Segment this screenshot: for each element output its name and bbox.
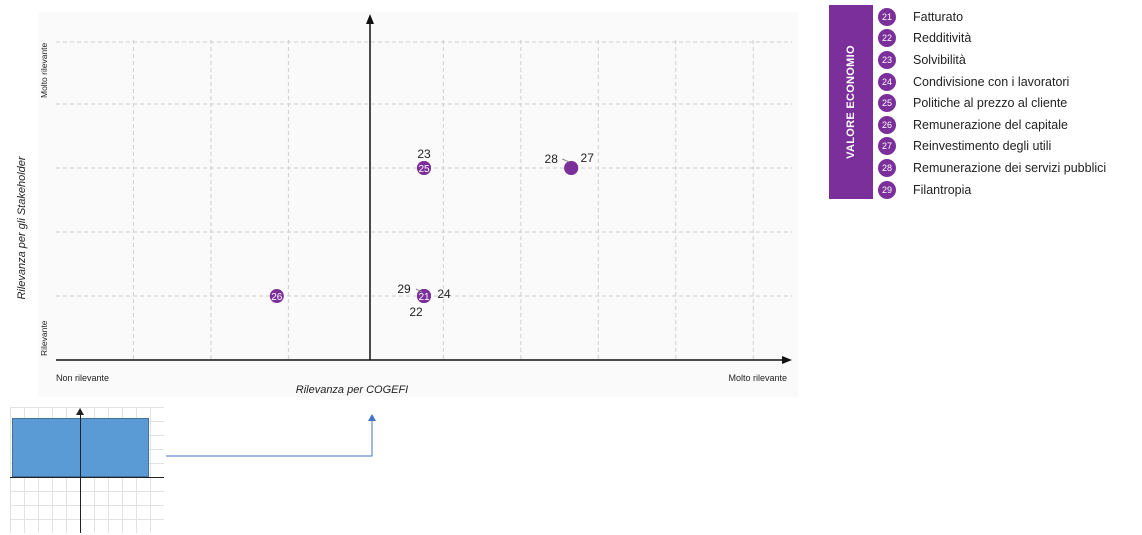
matrix-thumbnail bbox=[10, 407, 164, 533]
point-labels: 21 22 23 24 25 26 27 28 29 bbox=[271, 147, 594, 319]
legend-label: Remunerazione dei servizi pubblici bbox=[913, 160, 1107, 175]
thumbnail-x-axis bbox=[10, 477, 164, 478]
legend-number-badge: 24 bbox=[878, 72, 896, 91]
legend-item: 24 Condivisione con i lavoratori bbox=[878, 71, 1106, 93]
x-tick-min: Non rilevante bbox=[56, 373, 109, 383]
y-axis-label: Rilevanza per gli Stakeholder bbox=[16, 155, 28, 299]
legend-item: 25 Politiche al prezzo al cliente bbox=[878, 92, 1106, 114]
point-label-29: 29 bbox=[397, 282, 411, 296]
legend-number-badge: 28 bbox=[878, 158, 896, 177]
plot-background bbox=[38, 12, 798, 397]
legend-label: Solvibilità bbox=[913, 52, 966, 67]
point-label-25: 25 bbox=[418, 164, 430, 175]
legend-number-badge: 27 bbox=[878, 137, 896, 156]
legend-banner: VALORE ECONOMIO bbox=[829, 5, 873, 199]
legend-item: 27 Reinvestimento degli utili bbox=[878, 136, 1106, 158]
legend-title: VALORE ECONOMIO bbox=[845, 45, 857, 159]
data-point-28 bbox=[564, 161, 579, 175]
legend-label: Politiche al prezzo al cliente bbox=[913, 96, 1068, 111]
connector-arrow bbox=[368, 414, 376, 421]
legend-item: 29 Filantropia bbox=[878, 179, 1106, 201]
leader-line-28 bbox=[562, 158, 570, 163]
data-point-25 bbox=[417, 161, 431, 175]
x-axis-label: Rilevanza per COGEFI bbox=[296, 384, 408, 396]
legend-label: Condivisione con i lavoratori bbox=[913, 74, 1070, 89]
point-label-22: 22 bbox=[409, 305, 423, 319]
connector-line bbox=[166, 420, 373, 457]
point-label-28: 28 bbox=[545, 152, 559, 166]
legend-item: 26 Remunerazione del capitale bbox=[878, 114, 1106, 136]
legend-number-badge: 22 bbox=[878, 29, 896, 48]
legend-label: Reinvestimento degli utili bbox=[913, 139, 1052, 154]
point-label-21: 21 bbox=[418, 292, 430, 303]
legend-label: Redditività bbox=[913, 31, 972, 46]
legend-number-badge: 21 bbox=[878, 7, 896, 26]
legend-number-badge: 23 bbox=[878, 50, 896, 69]
leader-line-29 bbox=[415, 288, 423, 293]
data-point-29 bbox=[417, 289, 431, 303]
legend-number-badge: 29 bbox=[878, 180, 896, 199]
legend-item: 22 Redditività bbox=[878, 28, 1106, 50]
legend-label: Filantropia bbox=[913, 182, 972, 197]
thumbnail-y-axis bbox=[80, 411, 81, 533]
point-label-23: 23 bbox=[417, 147, 431, 161]
legend-label: Fatturato bbox=[913, 9, 964, 24]
legend-number-badge: 25 bbox=[878, 94, 896, 113]
x-tick-max: Molto rilevante bbox=[728, 373, 787, 383]
thumbnail-arrow-icon bbox=[76, 408, 84, 415]
legend-list: 21 Fatturato 22 Redditività 23 Solvibilità 24 C… bbox=[878, 6, 1106, 200]
point-label-27: 27 bbox=[581, 151, 595, 165]
x-axis-arrow bbox=[782, 356, 792, 364]
legend-number-badge: 26 bbox=[878, 115, 896, 134]
point-label-24: 24 bbox=[437, 287, 451, 301]
y-tick-min: Rilevante bbox=[39, 320, 49, 356]
point-label-26: 26 bbox=[271, 292, 283, 303]
legend-item: 21 Fatturato bbox=[878, 6, 1106, 28]
axes bbox=[56, 14, 792, 364]
legend-item: 23 Solvibilità bbox=[878, 49, 1106, 71]
data-points bbox=[269, 161, 579, 303]
y-tick-max: Molto rilevante bbox=[39, 42, 49, 98]
legend-item: 28 Remunerazione dei servizi pubblici bbox=[878, 157, 1106, 179]
data-point-26 bbox=[269, 289, 284, 303]
y-axis-arrow bbox=[366, 14, 374, 24]
legend-label: Remunerazione del capitale bbox=[913, 117, 1068, 132]
